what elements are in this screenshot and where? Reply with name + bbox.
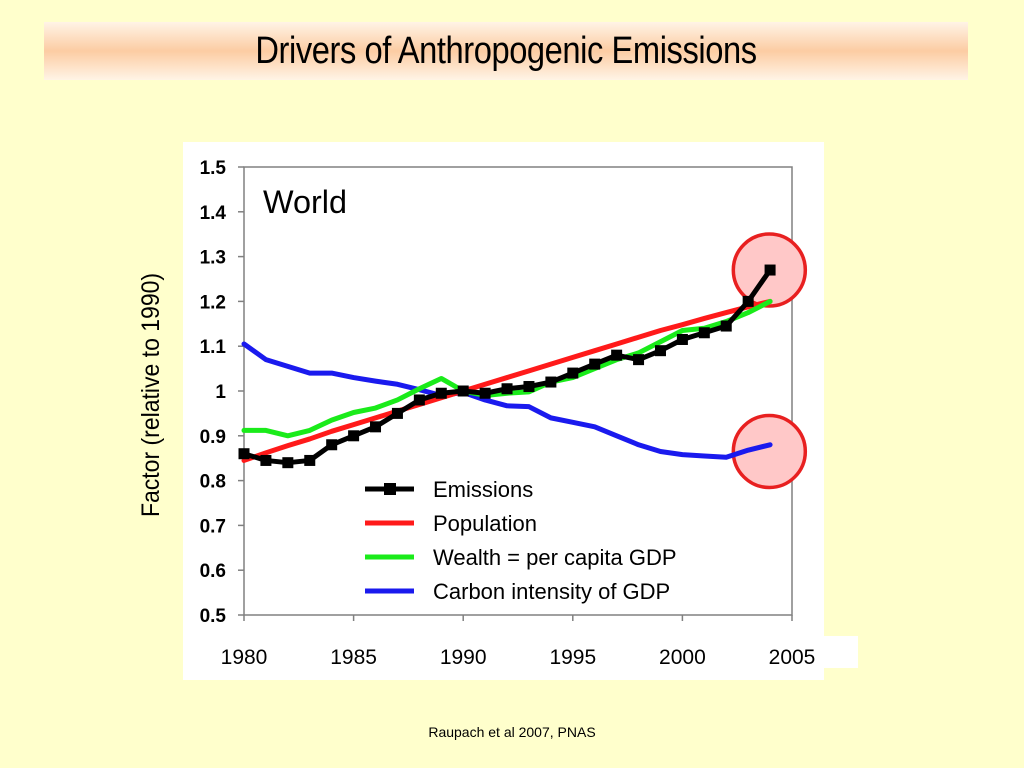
emissions-point xyxy=(523,381,535,393)
emissions-point xyxy=(457,385,469,397)
legend-label-population: Population xyxy=(433,511,537,536)
y-tick-label: 1 xyxy=(215,382,226,403)
emissions-point xyxy=(435,387,447,399)
y-tick-label: 0.8 xyxy=(200,472,226,493)
x-tick-label: 1995 xyxy=(549,646,596,669)
y-tick-label: 1.2 xyxy=(200,292,226,313)
legend-label-emissions: Emissions xyxy=(433,477,533,502)
emissions-point xyxy=(545,376,557,388)
emissions-point xyxy=(633,354,645,366)
y-axis-label: Factor (relative to 1990) xyxy=(137,273,165,517)
emissions-point xyxy=(413,394,425,406)
emissions-point xyxy=(742,295,754,307)
emissions-point xyxy=(479,387,491,399)
x-tick-label: 1980 xyxy=(221,646,268,669)
emissions-point xyxy=(326,439,338,451)
highlight-circle-carbon-intensity-rise xyxy=(731,413,808,490)
series-line-population xyxy=(241,298,773,463)
x-tick-label: 1985 xyxy=(330,646,377,669)
emissions-point xyxy=(720,320,732,332)
emissions-point xyxy=(654,345,666,357)
y-tick-label: 1.1 xyxy=(200,337,227,358)
emissions-point xyxy=(698,327,710,339)
emissions-point xyxy=(501,383,513,395)
legend: Emissions Population Wealth = per capita G… xyxy=(365,477,677,604)
y-tick-label: 0.6 xyxy=(200,561,226,582)
y-tick-label: 0.9 xyxy=(200,427,226,448)
emissions-point xyxy=(304,454,316,466)
emissions-point xyxy=(676,333,688,345)
series-line-carbon_intensity xyxy=(241,341,773,460)
emissions-point xyxy=(589,358,601,370)
y-tick-label: 1.3 xyxy=(200,248,226,269)
legend-label-carbon_intensity: Carbon intensity of GDP xyxy=(433,579,670,604)
slide-title: Drivers of Anthropogenic Emissions xyxy=(255,29,757,72)
world-annotation: World xyxy=(263,184,347,220)
emissions-point xyxy=(260,454,272,466)
x-tick-label: 2005 xyxy=(769,646,816,669)
emissions-point xyxy=(764,264,776,276)
emissions-point xyxy=(282,457,294,469)
emissions-point xyxy=(370,421,382,433)
legend-marker-emissions xyxy=(384,483,396,495)
emissions-point xyxy=(238,448,250,460)
chart-panel-extension xyxy=(824,636,858,668)
y-tick-label: 1.4 xyxy=(200,203,227,224)
title-banner: Drivers of Anthropogenic Emissions xyxy=(44,22,968,80)
x-tick-label: 2000 xyxy=(659,646,706,669)
emissions-point xyxy=(348,430,360,442)
emissions-point xyxy=(567,367,579,379)
y-tick-label: 0.7 xyxy=(200,516,226,537)
y-tick-label: 1.5 xyxy=(200,158,227,179)
emissions-point xyxy=(611,349,623,361)
x-tick-label: 1990 xyxy=(440,646,487,669)
legend-label-wealth: Wealth = per capita GDP xyxy=(433,545,677,570)
emissions-point xyxy=(391,407,403,419)
y-tick-label: 0.5 xyxy=(200,606,227,627)
citation: Raupach et al 2007, PNAS xyxy=(428,724,596,740)
